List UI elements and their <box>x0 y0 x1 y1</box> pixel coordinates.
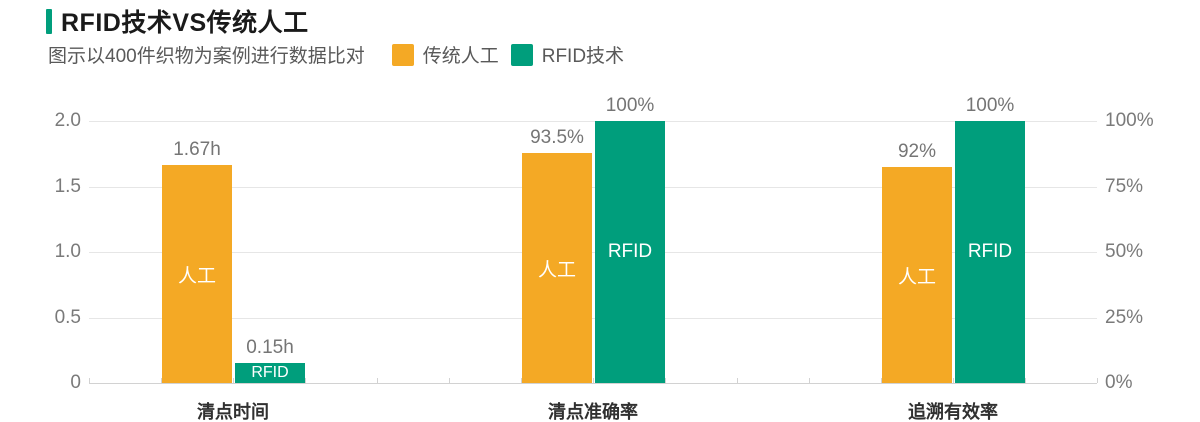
left-axis-tick-0: 2.0 <box>54 110 81 131</box>
value-label-traditional-manual-2: 92% <box>897 141 937 162</box>
chart-legend: 传统人工 RFID技术 <box>391 41 636 68</box>
gridline-2 <box>89 252 1097 253</box>
category-label-0: 清点时间 <box>197 402 269 422</box>
baseline-tick <box>377 378 378 383</box>
right-axis-tick-1: 75% <box>1105 176 1144 197</box>
category-label-1: 清点准确率 <box>548 402 638 422</box>
bar-label-traditional-manual-2: 人工 <box>897 266 936 288</box>
value-label-rfid-tech-0: 0.15h <box>246 337 294 358</box>
value-label-traditional-manual-1: 93.5% <box>530 127 584 148</box>
left-axis-tick-3: 0.5 <box>54 307 81 328</box>
page-header: RFID技术VS传统人工 <box>46 3 309 39</box>
gridline-1 <box>89 187 1097 188</box>
legend-label-1: RFID技术 <box>541 46 625 67</box>
gridline-3 <box>89 318 1097 319</box>
gridline-0 <box>89 121 1097 122</box>
legend-item-1: RFID技术 <box>510 41 625 68</box>
caption-row: 图示以400件织物为案例进行数据比对 传统人工 RFID技术 <box>48 41 636 68</box>
baseline-tick <box>233 378 234 383</box>
bar-traditional-manual-2: 人工 <box>882 167 952 383</box>
page-title: RFID技术VS传统人工 <box>61 9 309 37</box>
legend-label-0: 传统人工 <box>422 46 499 67</box>
right-axis-tick-4: 0% <box>1105 372 1133 393</box>
right-axis-tick-2: 50% <box>1105 241 1144 262</box>
title-accent-bar <box>46 8 52 34</box>
bar-label-rfid-tech-2: RFID <box>967 241 1013 262</box>
legend-swatch-0 <box>391 43 414 66</box>
baseline-tick <box>1097 378 1098 383</box>
bar-rfid-tech-1: RFID <box>595 121 665 383</box>
right-axis-tick-0: 100% <box>1105 110 1154 131</box>
value-label-rfid-tech-1: 100% <box>605 95 655 116</box>
baseline-tick <box>665 378 666 383</box>
baseline-tick <box>161 378 162 383</box>
baseline-tick <box>449 378 450 383</box>
baseline-tick <box>953 378 954 383</box>
bar-label-rfid-tech-0: RFID <box>251 364 289 381</box>
left-axis-tick-4: 0 <box>70 372 81 393</box>
left-axis-tick-1: 1.5 <box>54 176 81 197</box>
bar-label-rfid-tech-1: RFID <box>607 241 653 262</box>
bar-label-traditional-manual-0: 人工 <box>177 265 216 287</box>
baseline-tick <box>809 378 810 383</box>
bar-traditional-manual-0: 人工 <box>162 165 232 383</box>
value-label-rfid-tech-2: 100% <box>965 95 1015 116</box>
baseline-tick <box>737 378 738 383</box>
left-axis-tick-2: 1.0 <box>54 241 81 262</box>
baseline-tick <box>1025 378 1026 383</box>
bar-traditional-manual-1: 人工 <box>522 153 592 383</box>
baseline-tick <box>521 378 522 383</box>
value-label-traditional-manual-0: 1.67h <box>173 139 221 160</box>
bar-rfid-tech-2: RFID <box>955 121 1025 383</box>
baseline-tick <box>89 378 90 383</box>
gridline-4 <box>89 383 1097 384</box>
category-label-2: 追溯有效率 <box>908 402 998 422</box>
bar-rfid-tech-0: RFID <box>235 363 305 383</box>
right-axis-tick-3: 25% <box>1105 307 1144 328</box>
legend-swatch-1 <box>510 43 533 66</box>
baseline-tick <box>593 378 594 383</box>
baseline-tick <box>305 378 306 383</box>
chart-caption: 图示以400件织物为案例进行数据比对 <box>48 46 365 67</box>
legend-item-0: 传统人工 <box>391 41 499 68</box>
bar-label-traditional-manual-1: 人工 <box>537 259 576 281</box>
baseline-tick <box>881 378 882 383</box>
